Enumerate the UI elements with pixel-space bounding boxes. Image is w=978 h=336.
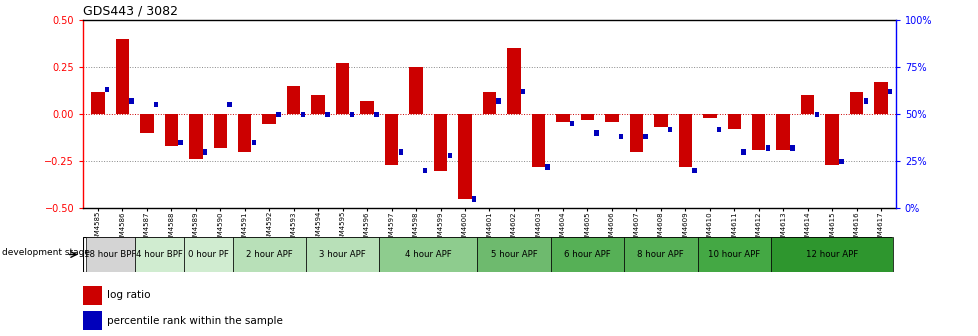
Bar bbox=[178, 140, 183, 145]
Bar bbox=[623, 237, 696, 272]
Bar bbox=[398, 149, 403, 155]
Bar bbox=[740, 149, 745, 155]
Bar bbox=[604, 114, 618, 122]
Bar bbox=[409, 67, 422, 114]
Bar bbox=[129, 98, 134, 104]
Bar bbox=[770, 237, 892, 272]
Text: development stage: development stage bbox=[2, 248, 90, 257]
Bar bbox=[305, 237, 378, 272]
Bar bbox=[814, 112, 819, 117]
Text: 18 hour BPF: 18 hour BPF bbox=[84, 250, 136, 259]
Bar bbox=[678, 114, 691, 167]
Bar bbox=[232, 237, 305, 272]
Bar bbox=[550, 237, 623, 272]
Bar bbox=[374, 112, 378, 117]
Bar bbox=[105, 87, 110, 92]
Bar bbox=[653, 114, 667, 127]
Text: 10 hour APF: 10 hour APF bbox=[707, 250, 760, 259]
Text: 3 hour APF: 3 hour APF bbox=[319, 250, 366, 259]
Bar bbox=[838, 159, 843, 164]
Bar bbox=[86, 237, 135, 272]
Bar bbox=[251, 140, 256, 145]
Text: 4 hour BPF: 4 hour BPF bbox=[136, 250, 182, 259]
Bar bbox=[629, 114, 643, 152]
Bar bbox=[789, 145, 794, 151]
Text: 0 hour PF: 0 hour PF bbox=[188, 250, 228, 259]
Bar bbox=[556, 114, 569, 122]
Text: 12 hour APF: 12 hour APF bbox=[805, 250, 858, 259]
Bar bbox=[360, 101, 374, 114]
Bar bbox=[824, 114, 838, 165]
Bar bbox=[287, 86, 300, 114]
Bar bbox=[716, 127, 721, 132]
Bar bbox=[335, 64, 349, 114]
Bar bbox=[276, 112, 281, 117]
Bar bbox=[83, 311, 102, 330]
Bar bbox=[691, 168, 696, 173]
Bar bbox=[184, 237, 233, 272]
Bar bbox=[447, 153, 452, 158]
Text: log ratio: log ratio bbox=[108, 290, 151, 300]
Text: 5 hour APF: 5 hour APF bbox=[490, 250, 537, 259]
Bar bbox=[618, 134, 623, 139]
Bar bbox=[751, 114, 765, 150]
Bar bbox=[580, 114, 594, 120]
Bar bbox=[115, 39, 129, 114]
Bar bbox=[458, 114, 471, 199]
Bar bbox=[507, 48, 520, 114]
Bar bbox=[140, 114, 154, 133]
Bar bbox=[300, 112, 305, 117]
Bar bbox=[482, 92, 496, 114]
Bar bbox=[262, 114, 276, 124]
Bar bbox=[238, 114, 251, 152]
Bar bbox=[349, 112, 354, 117]
Bar bbox=[227, 102, 232, 108]
Text: 8 hour APF: 8 hour APF bbox=[637, 250, 684, 259]
Bar bbox=[471, 196, 476, 202]
Bar bbox=[476, 237, 550, 272]
Bar bbox=[594, 130, 599, 136]
Bar bbox=[776, 114, 789, 150]
Bar bbox=[531, 114, 545, 167]
Bar bbox=[311, 95, 325, 114]
Bar bbox=[863, 98, 867, 104]
Bar bbox=[135, 237, 184, 272]
Bar bbox=[667, 127, 672, 132]
Bar bbox=[800, 95, 814, 114]
Text: 4 hour APF: 4 hour APF bbox=[405, 250, 451, 259]
Bar bbox=[164, 114, 178, 146]
Bar bbox=[83, 286, 102, 305]
Bar bbox=[696, 237, 770, 272]
Text: GDS443 / 3082: GDS443 / 3082 bbox=[83, 5, 178, 17]
Bar bbox=[422, 168, 427, 173]
Bar bbox=[765, 145, 770, 151]
Bar bbox=[91, 92, 105, 114]
Bar bbox=[384, 114, 398, 165]
Bar bbox=[213, 114, 227, 148]
Bar bbox=[520, 89, 525, 94]
Bar bbox=[849, 92, 863, 114]
Bar bbox=[702, 114, 716, 118]
Bar bbox=[643, 134, 647, 139]
Bar bbox=[189, 114, 202, 159]
Text: percentile rank within the sample: percentile rank within the sample bbox=[108, 316, 283, 326]
Bar bbox=[887, 89, 892, 94]
Bar bbox=[873, 82, 887, 114]
Bar bbox=[727, 114, 740, 129]
Bar bbox=[154, 102, 158, 108]
Bar bbox=[378, 237, 476, 272]
Text: 2 hour APF: 2 hour APF bbox=[245, 250, 292, 259]
Bar bbox=[202, 149, 207, 155]
Bar bbox=[325, 112, 330, 117]
Bar bbox=[433, 114, 447, 171]
Bar bbox=[496, 98, 501, 104]
Bar bbox=[545, 164, 550, 170]
Text: 6 hour APF: 6 hour APF bbox=[563, 250, 610, 259]
Bar bbox=[569, 121, 574, 126]
